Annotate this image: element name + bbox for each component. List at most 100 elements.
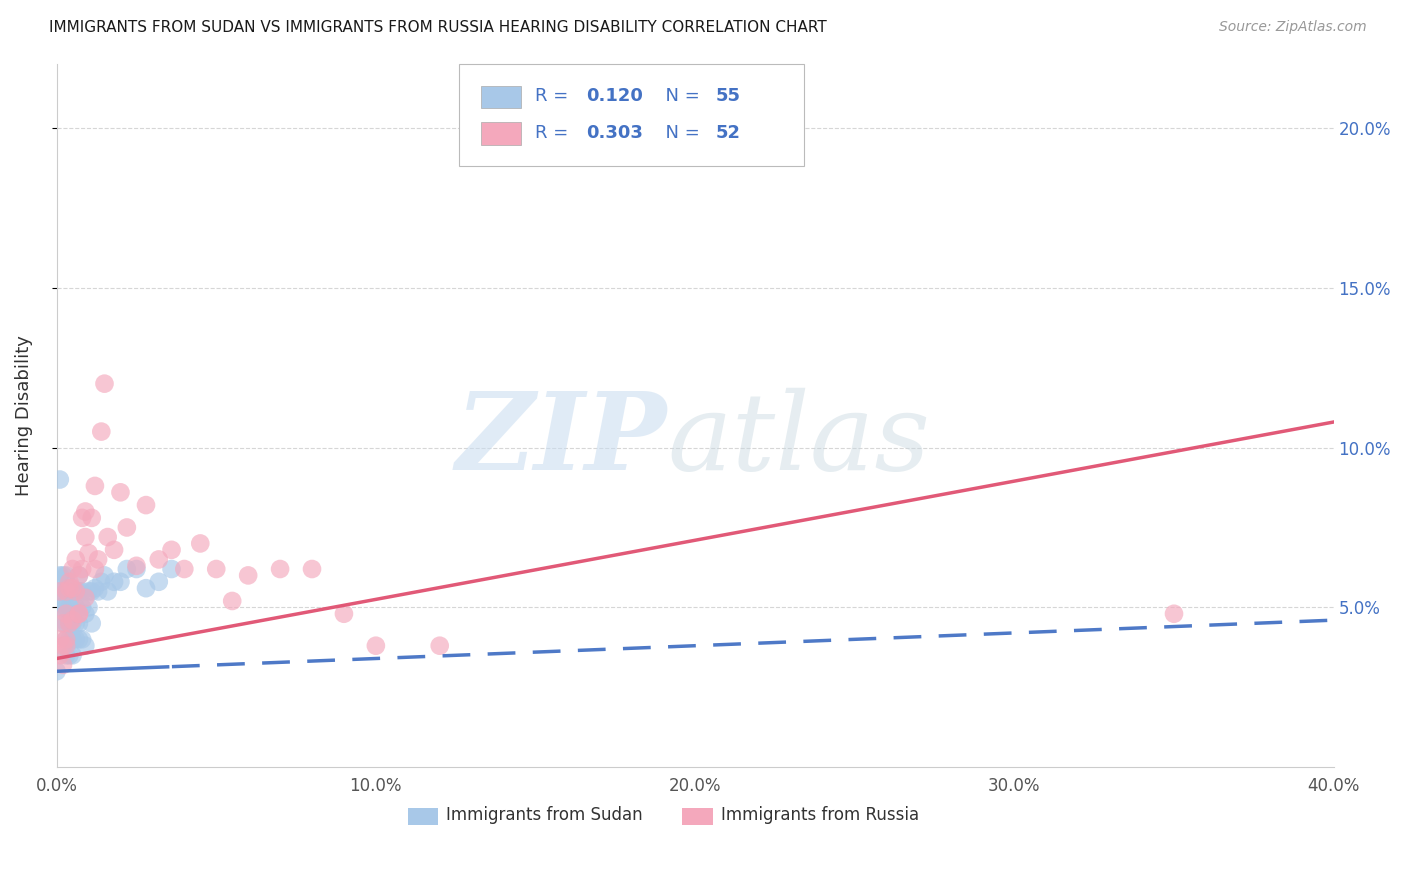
Text: 0.120: 0.120 bbox=[586, 87, 644, 105]
Point bbox=[301, 562, 323, 576]
FancyBboxPatch shape bbox=[682, 808, 713, 825]
Point bbox=[65, 600, 87, 615]
Point bbox=[62, 600, 84, 615]
Point bbox=[52, 616, 75, 631]
Point bbox=[90, 574, 112, 589]
Text: IMMIGRANTS FROM SUDAN VS IMMIGRANTS FROM RUSSIA HEARING DISABILITY CORRELATION C: IMMIGRANTS FROM SUDAN VS IMMIGRANTS FROM… bbox=[49, 20, 827, 35]
Point bbox=[62, 562, 84, 576]
Point bbox=[55, 616, 77, 631]
Point bbox=[75, 639, 97, 653]
Point bbox=[205, 562, 228, 576]
Point bbox=[52, 600, 75, 615]
Point bbox=[67, 584, 90, 599]
Point bbox=[65, 552, 87, 566]
Point bbox=[148, 552, 170, 566]
Point bbox=[58, 581, 80, 595]
Point bbox=[333, 607, 356, 621]
Point bbox=[49, 584, 72, 599]
Point bbox=[80, 584, 103, 599]
Point bbox=[93, 376, 115, 391]
Point bbox=[62, 581, 84, 595]
Point bbox=[84, 479, 107, 493]
Text: N =: N = bbox=[654, 124, 706, 142]
Point bbox=[65, 584, 87, 599]
Point bbox=[93, 568, 115, 582]
Point bbox=[135, 498, 157, 512]
Point bbox=[70, 632, 93, 647]
Point bbox=[62, 648, 84, 663]
Text: 55: 55 bbox=[716, 87, 741, 105]
Point bbox=[125, 562, 148, 576]
Point bbox=[52, 568, 75, 582]
Point bbox=[67, 607, 90, 621]
Point bbox=[75, 504, 97, 518]
Point bbox=[49, 600, 72, 615]
Point bbox=[62, 632, 84, 647]
Point bbox=[58, 584, 80, 599]
Point bbox=[67, 616, 90, 631]
Point bbox=[67, 568, 90, 582]
Point bbox=[135, 581, 157, 595]
Point bbox=[103, 574, 125, 589]
Point bbox=[58, 648, 80, 663]
Point bbox=[52, 639, 75, 653]
Point bbox=[70, 562, 93, 576]
Point bbox=[62, 632, 84, 647]
Point bbox=[77, 546, 100, 560]
Point bbox=[55, 632, 77, 647]
Point bbox=[87, 584, 110, 599]
Point bbox=[103, 542, 125, 557]
Point bbox=[65, 584, 87, 599]
Point bbox=[160, 542, 183, 557]
Point bbox=[67, 568, 90, 582]
Point bbox=[49, 648, 72, 663]
Point bbox=[84, 581, 107, 595]
Point bbox=[364, 639, 387, 653]
Point bbox=[58, 574, 80, 589]
Point bbox=[80, 616, 103, 631]
Point bbox=[125, 558, 148, 573]
Point bbox=[58, 616, 80, 631]
Point bbox=[65, 632, 87, 647]
Point bbox=[62, 613, 84, 627]
Point bbox=[70, 600, 93, 615]
Point bbox=[77, 584, 100, 599]
Text: R =: R = bbox=[536, 87, 575, 105]
Point bbox=[148, 574, 170, 589]
Point bbox=[160, 562, 183, 576]
Point bbox=[55, 632, 77, 647]
Point bbox=[52, 616, 75, 631]
Point bbox=[55, 568, 77, 582]
FancyBboxPatch shape bbox=[481, 122, 522, 145]
FancyBboxPatch shape bbox=[408, 808, 439, 825]
Point bbox=[55, 584, 77, 599]
Point bbox=[45, 665, 67, 679]
Point bbox=[55, 648, 77, 663]
Point bbox=[58, 600, 80, 615]
Point bbox=[188, 536, 211, 550]
Point bbox=[49, 568, 72, 582]
Point bbox=[110, 485, 132, 500]
Point bbox=[75, 607, 97, 621]
Point bbox=[429, 639, 451, 653]
Point bbox=[55, 600, 77, 615]
Point bbox=[77, 600, 100, 615]
Point bbox=[269, 562, 291, 576]
Point bbox=[90, 425, 112, 439]
Point bbox=[58, 632, 80, 647]
Text: N =: N = bbox=[654, 87, 706, 105]
Text: Immigrants from Sudan: Immigrants from Sudan bbox=[446, 806, 643, 824]
Text: Source: ZipAtlas.com: Source: ZipAtlas.com bbox=[1219, 20, 1367, 34]
Point bbox=[55, 607, 77, 621]
Point bbox=[221, 594, 243, 608]
Point bbox=[67, 607, 90, 621]
Point bbox=[84, 562, 107, 576]
Point bbox=[173, 562, 195, 576]
Point bbox=[115, 562, 138, 576]
Text: R =: R = bbox=[536, 124, 575, 142]
Point bbox=[52, 584, 75, 599]
Point bbox=[75, 591, 97, 605]
Point bbox=[62, 584, 84, 599]
Text: Immigrants from Russia: Immigrants from Russia bbox=[721, 806, 918, 824]
Point bbox=[97, 530, 120, 544]
